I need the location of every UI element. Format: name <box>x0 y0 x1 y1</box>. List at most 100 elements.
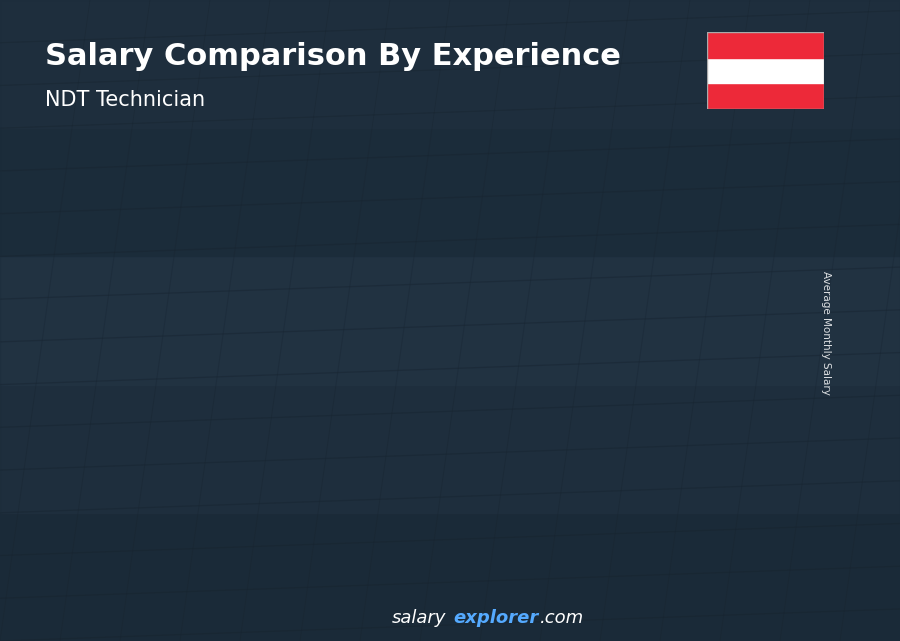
Bar <box>441 344 507 352</box>
Bar <box>322 345 387 352</box>
Bar <box>202 514 268 519</box>
Bar <box>322 551 387 558</box>
Bar <box>202 451 268 455</box>
Bar <box>441 265 507 273</box>
Bar <box>322 506 387 513</box>
Bar <box>679 429 744 438</box>
Text: 2,740 EUR: 2,740 EUR <box>441 233 507 246</box>
Bar <box>679 555 744 564</box>
Bar <box>84 499 149 502</box>
Bar <box>679 257 744 266</box>
Bar <box>322 365 387 371</box>
Bar <box>679 465 744 474</box>
Bar <box>679 401 744 410</box>
Bar <box>322 358 387 365</box>
Bar <box>679 383 744 392</box>
Bar <box>84 446 149 450</box>
Bar <box>84 558 149 561</box>
Bar <box>202 392 268 396</box>
Bar <box>322 326 387 333</box>
Text: .com: .com <box>540 609 584 627</box>
Bar <box>322 545 387 551</box>
Bar <box>0 256 900 385</box>
Bar <box>679 492 744 501</box>
Bar <box>84 519 149 522</box>
Bar <box>560 423 625 431</box>
Bar <box>202 496 268 501</box>
Bar <box>679 456 744 465</box>
Bar <box>560 315 625 324</box>
Bar <box>679 302 744 311</box>
Bar <box>322 455 387 462</box>
Bar <box>679 230 744 239</box>
Bar <box>441 501 507 509</box>
Bar <box>560 332 625 340</box>
Bar <box>84 554 149 558</box>
Bar <box>0 0 900 128</box>
Bar <box>560 340 625 349</box>
Bar <box>441 304 507 313</box>
Bar <box>441 525 507 533</box>
Bar <box>202 433 268 437</box>
Bar <box>679 546 744 555</box>
Bar <box>322 487 387 494</box>
Bar <box>84 544 149 547</box>
Bar <box>441 407 507 415</box>
Bar <box>560 398 625 406</box>
Bar <box>560 349 625 357</box>
Bar <box>322 333 387 339</box>
Bar <box>322 307 387 313</box>
Bar <box>679 275 744 284</box>
Bar <box>84 463 149 466</box>
Bar <box>322 462 387 468</box>
Bar <box>322 410 387 417</box>
Bar <box>679 420 744 429</box>
Text: Average Monthly Salary: Average Monthly Salary <box>821 271 832 395</box>
Bar <box>679 447 744 456</box>
Bar <box>560 448 625 456</box>
Text: Salary Comparison By Experience: Salary Comparison By Experience <box>45 42 621 71</box>
Bar <box>84 489 149 492</box>
Text: +22%: +22% <box>385 208 443 226</box>
Bar <box>84 433 149 438</box>
Bar <box>560 374 625 382</box>
Bar <box>202 383 268 389</box>
Bar <box>202 501 268 505</box>
Bar <box>322 390 387 397</box>
Bar <box>706 83 824 109</box>
Bar <box>202 478 268 483</box>
Bar <box>441 485 507 494</box>
Bar <box>441 273 507 281</box>
Text: 2,240 EUR: 2,240 EUR <box>322 290 387 303</box>
Bar <box>322 558 387 564</box>
Bar <box>679 510 744 519</box>
Bar <box>679 374 744 383</box>
Bar <box>84 528 149 531</box>
Bar <box>441 289 507 297</box>
Bar <box>322 474 387 481</box>
Bar <box>560 465 625 473</box>
Bar <box>441 438 507 446</box>
Bar <box>441 320 507 328</box>
Bar <box>441 462 507 470</box>
Bar <box>84 433 149 437</box>
Bar <box>560 290 625 299</box>
Bar <box>679 284 744 293</box>
Bar <box>441 376 507 383</box>
Bar <box>84 433 88 564</box>
Bar <box>202 387 268 392</box>
Bar <box>84 466 149 469</box>
Bar <box>560 390 625 398</box>
Bar <box>202 505 268 510</box>
Bar <box>84 453 149 456</box>
Bar <box>441 360 507 368</box>
Bar <box>84 508 149 512</box>
Bar <box>441 391 507 399</box>
Bar <box>560 249 625 258</box>
Bar <box>202 396 268 401</box>
Bar <box>202 537 268 542</box>
Bar <box>560 266 625 274</box>
Bar <box>322 468 387 474</box>
Bar <box>202 523 268 528</box>
Bar <box>441 494 507 501</box>
